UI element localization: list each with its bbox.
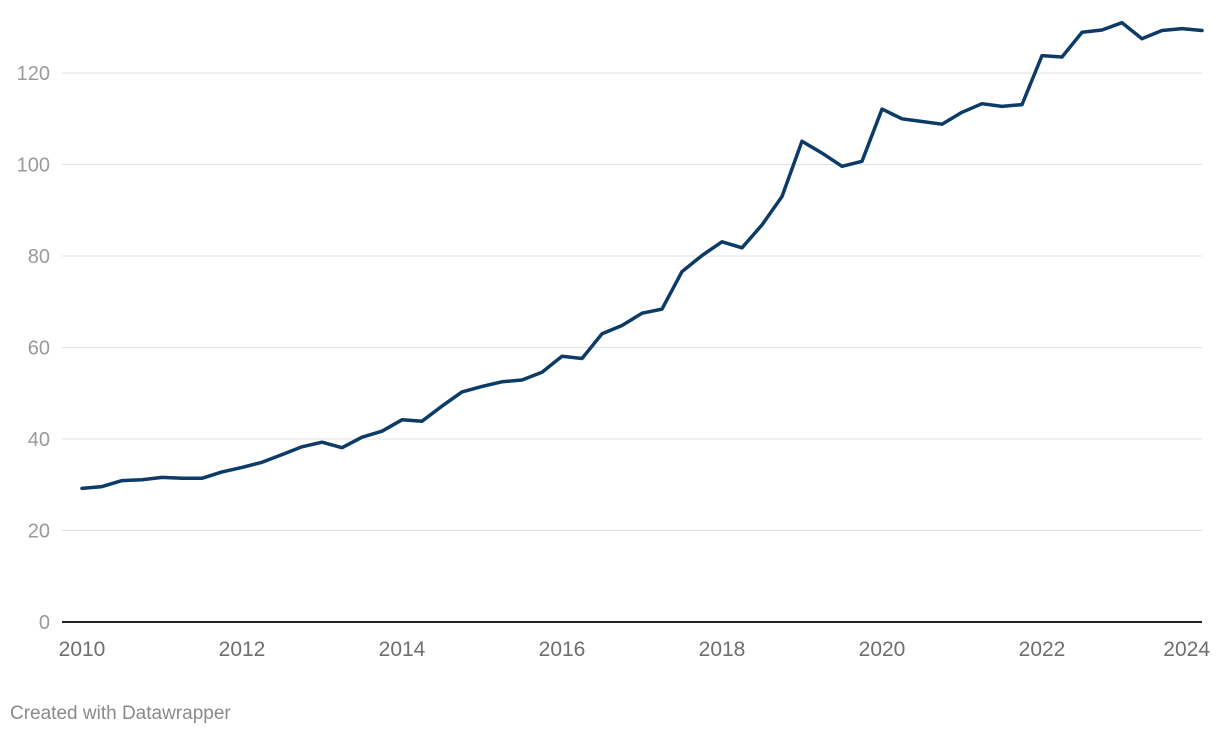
series-layer (80, 20, 1204, 491)
x-tick-label: 2022 (1019, 638, 1066, 661)
y-tick-label: 40 (28, 429, 50, 451)
datawrapper-credit[interactable]: Created with Datawrapper (10, 703, 231, 724)
gridlines (62, 72, 1202, 623)
x-axis: 2010 2012 2014 2016 2018 2020 2022 2024 (59, 638, 1211, 661)
x-tick-label: 2012 (219, 638, 266, 661)
y-tick-label: 80 (28, 246, 50, 268)
x-tick-label: 2024 (1163, 638, 1210, 661)
x-tick-label: 2020 (859, 638, 906, 661)
x-tick-label: 2016 (539, 638, 586, 661)
x-tick-label: 2014 (379, 638, 426, 661)
x-tick-label: 2010 (59, 638, 106, 661)
y-tick-label: 60 (28, 338, 50, 360)
y-tick-label: 100 (17, 155, 50, 177)
y-tick-label: 20 (28, 521, 50, 543)
y-tick-label: 120 (17, 63, 50, 85)
y-tick-label: 0 (39, 612, 50, 634)
x-tick-label: 2018 (699, 638, 746, 661)
line-chart: 0 20 40 60 80 100 120 2010 2012 2014 2016 2018 2020… (17, 20, 1211, 661)
y-axis: 0 20 40 60 80 100 120 (17, 63, 50, 634)
